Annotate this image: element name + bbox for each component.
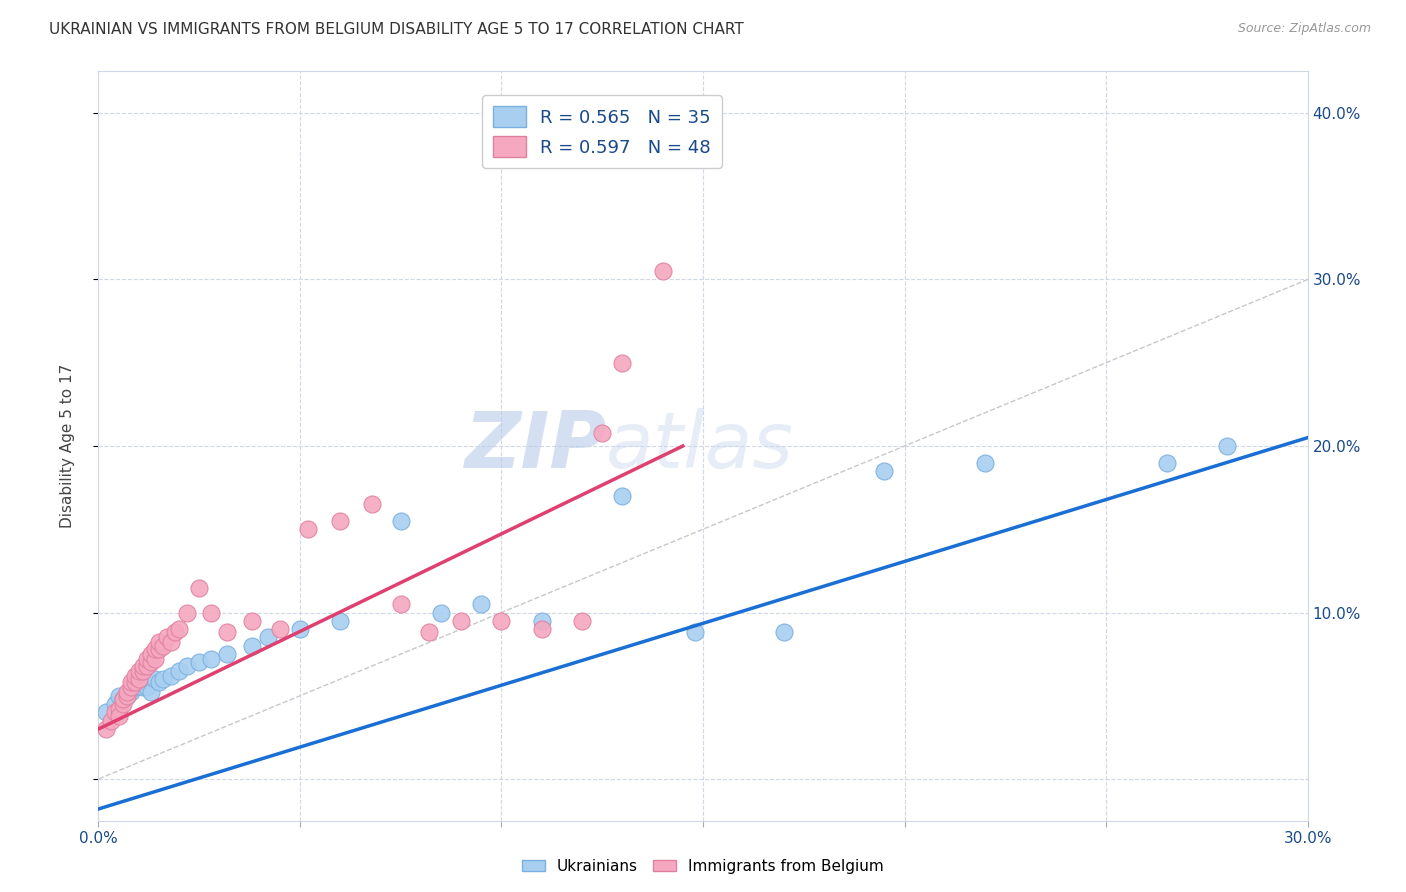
Point <box>139 656 162 670</box>
Point <box>148 635 170 649</box>
Point <box>135 652 157 666</box>
Point <box>389 514 412 528</box>
Point <box>297 522 319 536</box>
Point <box>240 614 263 628</box>
Point <box>974 456 997 470</box>
Point <box>240 639 263 653</box>
Point <box>167 664 190 678</box>
Point <box>143 672 166 686</box>
Point <box>329 514 352 528</box>
Point <box>152 672 174 686</box>
Point <box>111 697 134 711</box>
Point <box>103 697 125 711</box>
Legend: R = 0.565   N = 35, R = 0.597   N = 48: R = 0.565 N = 35, R = 0.597 N = 48 <box>482 95 721 168</box>
Point <box>148 642 170 657</box>
Point <box>120 685 142 699</box>
Point <box>124 681 146 695</box>
Text: Source: ZipAtlas.com: Source: ZipAtlas.com <box>1237 22 1371 36</box>
Point <box>389 597 412 611</box>
Point <box>96 722 118 736</box>
Point <box>176 606 198 620</box>
Legend: Ukrainians, Immigrants from Belgium: Ukrainians, Immigrants from Belgium <box>516 853 890 880</box>
Point <box>128 664 150 678</box>
Point <box>176 658 198 673</box>
Point <box>200 652 222 666</box>
Point <box>143 652 166 666</box>
Point <box>96 706 118 720</box>
Point <box>491 614 513 628</box>
Point <box>612 489 634 503</box>
Point <box>612 356 634 370</box>
Point <box>430 606 453 620</box>
Point <box>163 625 186 640</box>
Point <box>361 497 384 511</box>
Point <box>329 614 352 628</box>
Point <box>571 614 593 628</box>
Point <box>124 669 146 683</box>
Point <box>530 614 553 628</box>
Point <box>591 425 613 440</box>
Point <box>156 631 179 645</box>
Text: atlas: atlas <box>606 408 794 484</box>
Point <box>470 597 492 611</box>
Point <box>111 692 134 706</box>
Point <box>651 264 673 278</box>
Point <box>152 639 174 653</box>
Point <box>120 681 142 695</box>
Text: UKRAINIAN VS IMMIGRANTS FROM BELGIUM DISABILITY AGE 5 TO 17 CORRELATION CHART: UKRAINIAN VS IMMIGRANTS FROM BELGIUM DIS… <box>49 22 744 37</box>
Point <box>103 706 125 720</box>
Point <box>873 464 896 478</box>
Text: ZIP: ZIP <box>464 408 606 484</box>
Point <box>256 631 278 645</box>
Point <box>135 658 157 673</box>
Point <box>1156 456 1178 470</box>
Point <box>217 625 239 640</box>
Point <box>167 622 190 636</box>
Point <box>115 685 138 699</box>
Point <box>132 681 155 695</box>
Point <box>160 635 183 649</box>
Point <box>530 622 553 636</box>
Point <box>124 675 146 690</box>
Point <box>115 689 138 703</box>
Point <box>128 672 150 686</box>
Point <box>683 625 706 640</box>
Point <box>450 614 472 628</box>
Point <box>111 692 134 706</box>
Point <box>107 689 129 703</box>
Point <box>143 642 166 657</box>
Point <box>107 702 129 716</box>
Point <box>288 622 311 636</box>
Point <box>132 664 155 678</box>
Point <box>139 685 162 699</box>
Point <box>418 625 440 640</box>
Point <box>772 625 794 640</box>
Point <box>1216 439 1239 453</box>
Point <box>160 669 183 683</box>
Point <box>115 689 138 703</box>
Y-axis label: Disability Age 5 to 17: Disability Age 5 to 17 <box>60 364 75 528</box>
Point <box>188 581 211 595</box>
Point <box>148 675 170 690</box>
Point <box>128 675 150 690</box>
Point <box>135 681 157 695</box>
Point <box>100 714 122 728</box>
Point <box>200 606 222 620</box>
Point <box>269 622 291 636</box>
Point <box>120 675 142 690</box>
Point <box>188 656 211 670</box>
Point <box>132 658 155 673</box>
Point <box>107 708 129 723</box>
Point <box>217 647 239 661</box>
Point <box>139 647 162 661</box>
